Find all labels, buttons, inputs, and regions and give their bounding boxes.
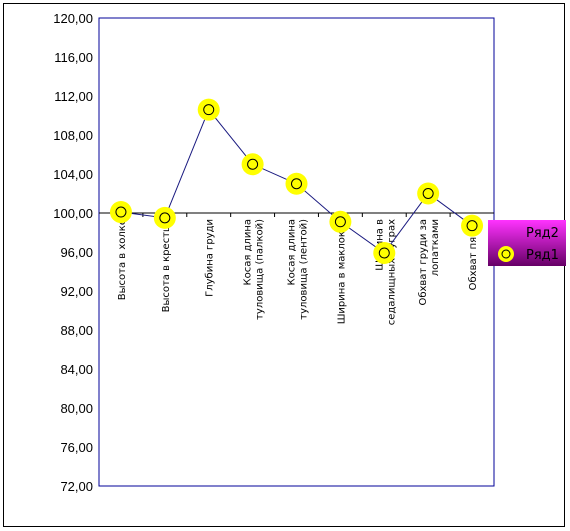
data-point [109, 201, 132, 224]
x-tick-label: Косая длина туловища (палкой) [243, 219, 266, 320]
legend-entry: Ряд1 [526, 248, 559, 263]
data-point [373, 241, 396, 264]
chart-frame: 72,00 76,00 80,00 84,00 88,00 92,00 96,00 100,0… [3, 3, 566, 527]
data-point [285, 172, 308, 195]
x-tick-label-line: Косая длина [287, 219, 298, 286]
x-tick-label-line: туловища (палкой) [255, 219, 266, 320]
line-chart: 72,00 76,00 80,00 84,00 88,00 92,00 96,00 100,0… [53, 11, 566, 494]
data-point [329, 210, 352, 233]
legend-marker [501, 249, 511, 259]
y-tick-label: 116,00 [54, 50, 93, 65]
data-point [197, 98, 220, 121]
x-tick-label: Ширина вседалищных буграх [374, 219, 397, 325]
x-tick-label-line: Высота в холке [117, 219, 128, 300]
x-tick-label: Обхват пясти [468, 219, 479, 290]
data-point-marker [247, 158, 259, 170]
x-tick-label-line: Обхват груди за [418, 219, 429, 306]
data-point [461, 214, 484, 237]
y-tick-label: 96,00 [60, 245, 93, 260]
y-tick-label: 80,00 [60, 401, 93, 416]
data-point-marker [115, 206, 127, 218]
y-tick-label: 112,00 [54, 89, 93, 104]
x-tick-label-line: седалищных буграх [386, 219, 397, 325]
x-tick-label: Обхват груди за лопатками [418, 219, 441, 306]
x-tick-label: Высота в крестце [161, 219, 172, 312]
x-tick-label: Высота в холке [117, 219, 128, 300]
x-tick-label-line: Косая длина [243, 219, 254, 286]
x-tick-label: Ширина в маклоках [336, 219, 347, 324]
data-point-marker [291, 178, 302, 190]
data-point [241, 153, 264, 176]
y-tick-label: 72,00 [60, 479, 93, 494]
x-tick-label: Глубина груди [205, 219, 216, 297]
y-tick-label: 120,00 [53, 11, 93, 26]
data-point-marker [203, 104, 215, 116]
y-tick-label: 84,00 [60, 362, 93, 377]
data-point [153, 206, 176, 229]
data-point-marker [159, 212, 171, 224]
x-tick-label-line: лопатками [430, 219, 441, 276]
y-tick-label: 76,00 [60, 440, 93, 455]
x-tick-label-line: Высота в крестце [161, 219, 172, 312]
y-tick-label: 92,00 [60, 284, 93, 299]
data-point [417, 182, 440, 205]
x-tick-label: Косая длина туловища (лентой) [287, 219, 310, 320]
x-tick-label-line: Обхват пясти [468, 219, 479, 290]
legend-entry: Ряд2 [526, 226, 559, 241]
data-point-marker [334, 216, 346, 228]
x-tick-label-line: Глубина груди [205, 219, 216, 297]
y-tick-label: 108,00 [53, 128, 93, 143]
y-tick-label: 100,00 [53, 206, 93, 221]
data-point-marker [422, 188, 434, 199]
data-point-marker [378, 247, 390, 259]
y-tick-label: 104,00 [53, 167, 93, 182]
y-tick-label: 88,00 [60, 323, 93, 338]
x-tick-label-line: туловища (лентой) [299, 219, 310, 320]
data-point-marker [466, 220, 478, 232]
x-tick-label-line: Ширина в маклоках [336, 219, 347, 324]
